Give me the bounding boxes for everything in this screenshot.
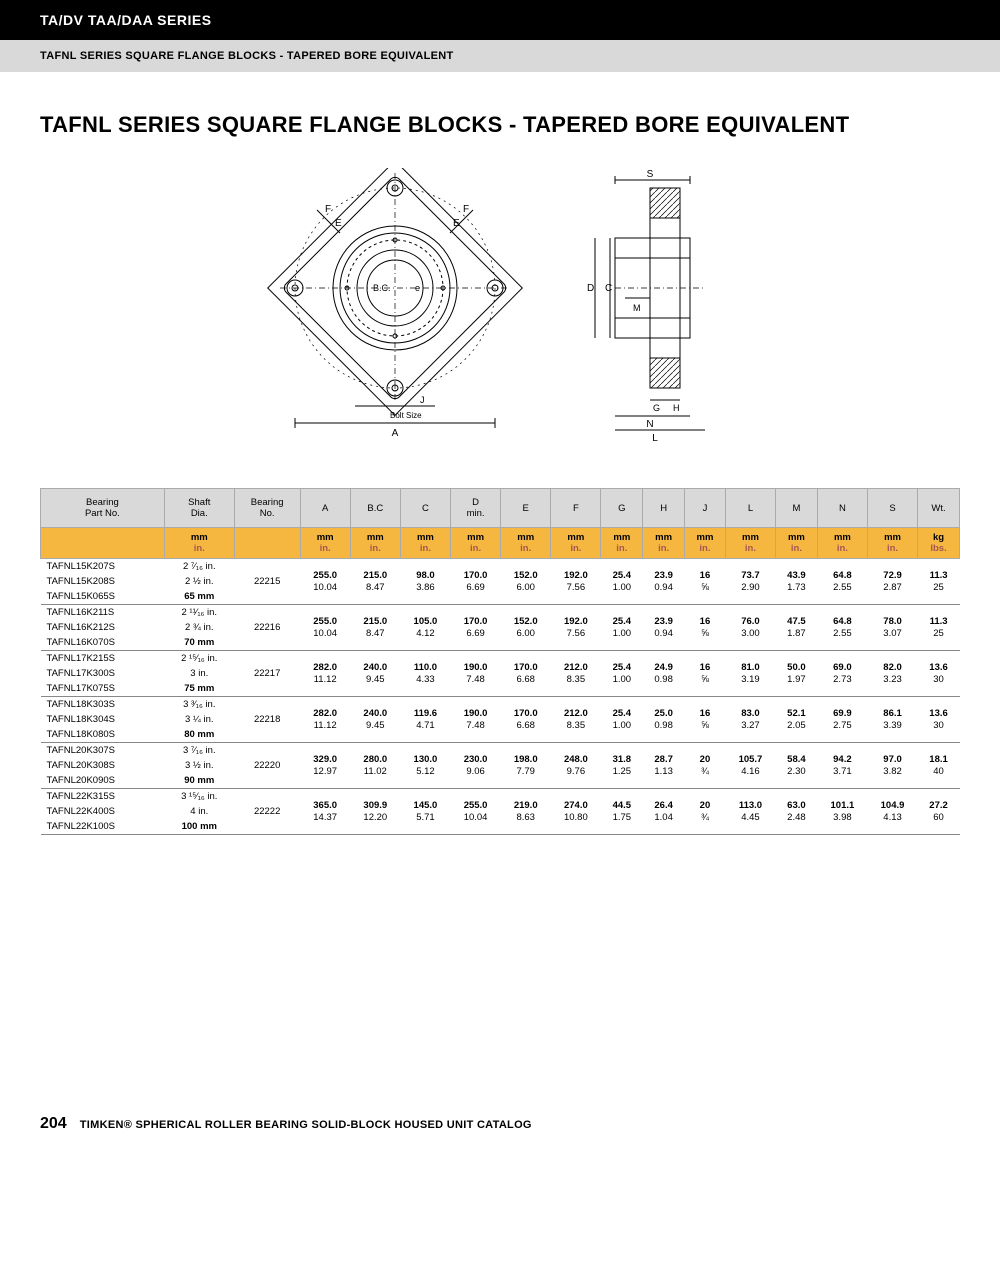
svg-text:E: E — [453, 218, 460, 229]
col-header: N — [817, 489, 867, 528]
table-body: TAFNL15K207S2 ⁷⁄₁₆ in.22215255.010.04215… — [41, 559, 960, 835]
svg-text:N: N — [646, 419, 653, 430]
svg-text:A: A — [392, 428, 399, 439]
catalog-title: TIMKEN® SPHERICAL ROLLER BEARING SOLID-B… — [80, 1119, 532, 1131]
col-header: A — [300, 489, 350, 528]
table-row: TAFNL22K315S3 ¹⁵⁄₁₆ in.22222365.014.3730… — [41, 789, 960, 805]
svg-text:F: F — [463, 204, 469, 215]
svg-text:C: C — [605, 283, 612, 294]
col-header: Dmin. — [451, 489, 501, 528]
svg-text:e: e — [415, 283, 420, 293]
page-footer: 204 TIMKEN® SPHERICAL ROLLER BEARING SOL… — [0, 1115, 1000, 1163]
series-header: TA/DV TAA/DAA SERIES — [0, 0, 1000, 40]
side-view-diagram: S D C M G H N L — [565, 168, 735, 448]
svg-text:J: J — [420, 395, 425, 405]
col-header: B.C — [350, 489, 400, 528]
page-number: 204 — [40, 1115, 67, 1132]
svg-text:Bolt Size: Bolt Size — [390, 411, 422, 420]
col-header: S — [867, 489, 917, 528]
table-row: TAFNL20K307S3 ⁷⁄₁₆ in.22220329.012.97280… — [41, 743, 960, 759]
svg-text:F: F — [325, 204, 331, 215]
svg-text:M: M — [633, 303, 641, 313]
table-row: TAFNL16K211S2 ¹¹⁄₁₆ in.22216255.010.0421… — [41, 605, 960, 621]
col-header: J — [685, 489, 726, 528]
table-row: TAFNL17K215S2 ¹⁵⁄₁₆ in.22217282.011.1224… — [41, 651, 960, 667]
svg-text:B.C.: B.C. — [373, 283, 391, 293]
front-view-diagram: A J Bolt Size F E F E B.C. e — [265, 168, 525, 448]
col-header: BearingNo. — [234, 489, 300, 528]
col-header: H — [643, 489, 685, 528]
page-title: TAFNL SERIES SQUARE FLANGE BLOCKS - TAPE… — [40, 112, 960, 138]
col-header: Wt. — [918, 489, 960, 528]
col-header: E — [501, 489, 551, 528]
col-header: BearingPart No. — [41, 489, 165, 528]
technical-diagrams: A J Bolt Size F E F E B.C. e — [40, 168, 960, 448]
table-units-row: mmin.mmin.mmin.mmin.mmin.mmin.mmin.mmin.… — [41, 528, 960, 559]
section-header: TAFNL SERIES SQUARE FLANGE BLOCKS - TAPE… — [0, 40, 1000, 72]
spec-table: BearingPart No.ShaftDia.BearingNo.AB.CCD… — [40, 488, 960, 835]
svg-text:E: E — [335, 218, 342, 229]
svg-text:H: H — [673, 403, 680, 413]
svg-text:S: S — [647, 169, 654, 180]
table-row: TAFNL15K207S2 ⁷⁄₁₆ in.22215255.010.04215… — [41, 559, 960, 575]
svg-text:L: L — [652, 433, 658, 444]
col-header: ShaftDia. — [164, 489, 234, 528]
table-row: TAFNL18K303S3 ³⁄₁₆ in.22218282.011.12240… — [41, 697, 960, 713]
col-header: L — [725, 489, 775, 528]
table-header-row: BearingPart No.ShaftDia.BearingNo.AB.CCD… — [41, 489, 960, 528]
svg-text:G: G — [653, 403, 660, 413]
col-header: M — [776, 489, 818, 528]
col-header: G — [601, 489, 643, 528]
col-header: F — [551, 489, 601, 528]
col-header: C — [400, 489, 450, 528]
svg-text:D: D — [587, 283, 594, 294]
